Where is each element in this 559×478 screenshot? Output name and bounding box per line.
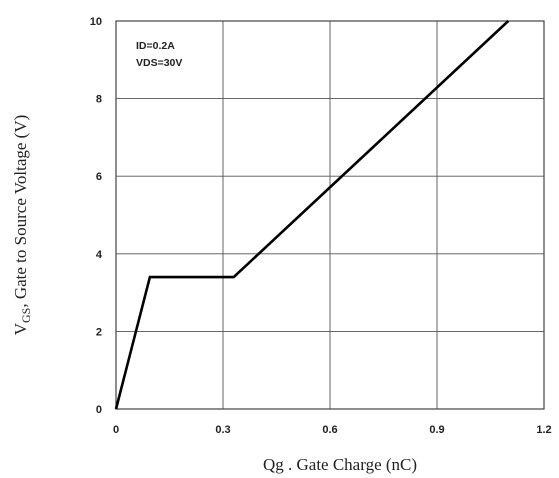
y-tick-label: 6 (96, 171, 102, 183)
x-tick-label: 0.6 (322, 424, 337, 436)
series-layer (114, 20, 510, 410)
grid-lines (116, 21, 544, 409)
y-axis-title-main: V (11, 322, 30, 335)
tick-labels: 0 0.3 0.6 0.9 1.2 0 2 4 6 8 10 (90, 16, 552, 436)
y-tick-label: 8 (96, 94, 102, 106)
y-tick-label: 0 (96, 404, 102, 416)
x-tick-label: 0 (113, 424, 119, 436)
y-tick-label: 2 (96, 326, 102, 338)
x-tick-label: 1.2 (536, 424, 551, 436)
x-tick-label: 0.9 (429, 424, 444, 436)
x-axis-title: Qg . Gate Charge (nC) (263, 455, 417, 474)
y-tick-label: 4 (96, 249, 103, 261)
annotation-vds: VDS=30V (136, 57, 182, 69)
y-axis-title: VGS, Gate to Source Voltage (V) (11, 115, 33, 336)
x-tick-label: 0.3 (215, 424, 230, 436)
y-axis-title-rest: , Gate to Source Voltage (V) (11, 115, 30, 308)
annotation-id: ID=0.2A (136, 40, 175, 52)
plot-frame (115, 20, 545, 410)
y-tick-label: 10 (90, 16, 102, 28)
series-line (114, 20, 510, 410)
y-axis-title-subscript: GS (19, 308, 33, 323)
